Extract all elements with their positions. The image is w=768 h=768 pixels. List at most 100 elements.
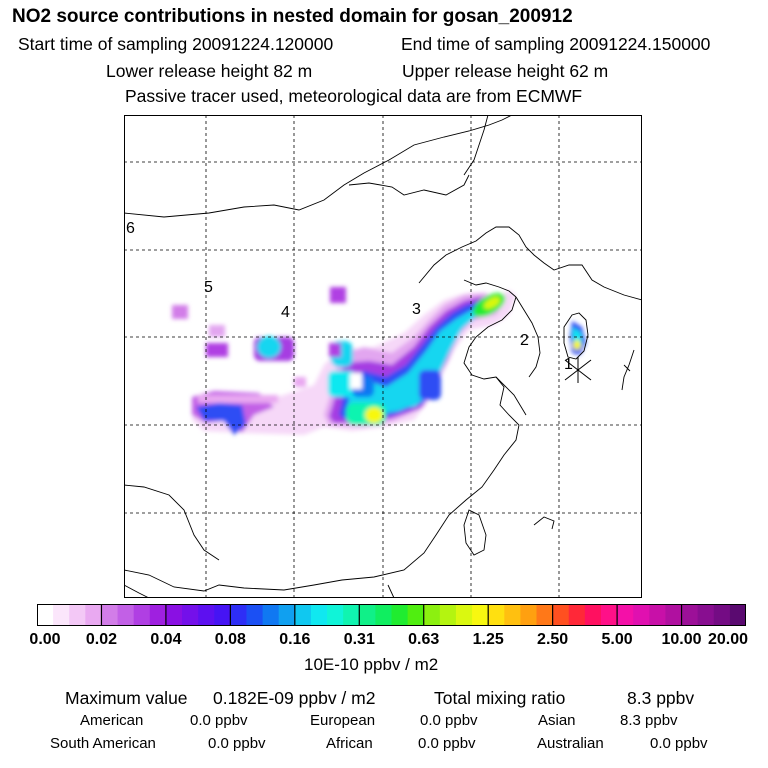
source-name: Australian xyxy=(537,735,604,752)
region-labels: 1 2 3 4 5 6 xyxy=(126,220,573,373)
color-scale-cell xyxy=(85,604,102,626)
color-scale-tick-label: 0.02 xyxy=(85,631,118,648)
total-mixing-value: 8.3 ppbv xyxy=(627,688,695,708)
color-scale-cell xyxy=(327,604,344,626)
color-scale-tick-label: 0.04 xyxy=(150,631,182,648)
source-name: African xyxy=(326,735,373,752)
region-label-3: 3 xyxy=(412,301,421,318)
source-value: 0.0 ppbv xyxy=(420,712,478,729)
color-scale-cell xyxy=(697,604,715,626)
source-value: 0.0 ppbv xyxy=(650,735,708,752)
color-scale-cell xyxy=(69,604,86,626)
color-scale-cell xyxy=(617,604,634,626)
color-scale-cell xyxy=(729,604,746,626)
region-label-6: 6 xyxy=(126,220,135,237)
source-value: 0.0 ppbv xyxy=(418,735,476,752)
color-scale-cell xyxy=(649,604,666,626)
color-scale-cell xyxy=(53,604,70,626)
color-scale-cell xyxy=(278,604,296,626)
color-scale-tick-label: 0.31 xyxy=(343,631,375,648)
color-scale-cell xyxy=(407,604,425,626)
patch-2 xyxy=(209,325,225,337)
source-name: Asian xyxy=(538,712,576,729)
max-label: Maximum value xyxy=(65,688,188,708)
plume-southwest-band xyxy=(198,395,278,403)
color-scale-cell xyxy=(600,604,618,626)
color-scale-cell xyxy=(165,604,183,626)
color-scale-cell xyxy=(665,604,683,626)
concentration-plumes xyxy=(172,287,586,435)
start-time-label: Start time of sampling 20091224.120000 xyxy=(18,34,334,54)
color-scale-cell xyxy=(423,604,441,626)
source-name: European xyxy=(310,712,376,729)
color-scale-cell xyxy=(246,604,264,626)
color-scale-cell xyxy=(568,604,586,626)
plume-cyan xyxy=(346,309,480,415)
blob-e xyxy=(389,387,419,407)
color-scale-bar xyxy=(37,604,746,626)
color-scale-cell xyxy=(713,604,731,626)
region-label-1: 1 xyxy=(564,356,573,373)
max-value: 0.182E-09 ppbv / m2 xyxy=(213,688,376,708)
patch-4 xyxy=(330,287,346,303)
color-scale-cell xyxy=(472,604,489,626)
color-scale-cell xyxy=(37,604,54,626)
lat-lon-grid xyxy=(124,115,642,598)
receptor-star-icon xyxy=(564,357,592,383)
source-value: 0.0 ppbv xyxy=(208,735,266,752)
plume-korea-core xyxy=(573,340,581,350)
color-scale-cell xyxy=(294,604,312,626)
blob-f xyxy=(419,370,441,400)
patch-3 xyxy=(172,305,188,319)
patch-6 xyxy=(294,377,306,387)
color-scale-cell xyxy=(536,604,554,626)
lower-release-label: Lower release height 82 m xyxy=(106,61,313,81)
color-scale-tick-label: 10.00 xyxy=(661,631,702,648)
color-scale-cell xyxy=(455,604,473,626)
color-scale-cell xyxy=(520,604,538,626)
color-scale-cell xyxy=(198,604,215,626)
color-scale-cell xyxy=(633,604,650,626)
color-scale-cell xyxy=(584,604,602,626)
color-scale-cell xyxy=(230,604,247,626)
blob-west-cyan xyxy=(257,336,281,358)
source-name: American xyxy=(80,712,144,729)
color-scale-frame xyxy=(37,604,746,626)
color-scale-tick-label: 5.00 xyxy=(601,631,633,648)
color-scale-tick-label: 2.50 xyxy=(537,631,569,648)
color-scale-cell xyxy=(391,604,409,626)
region-label-5: 5 xyxy=(204,279,213,296)
color-scale-cell xyxy=(359,604,376,626)
hotspot-bohai-core xyxy=(483,297,501,309)
color-scale-cell xyxy=(149,604,167,626)
color-scale-cell xyxy=(681,604,699,626)
total-mixing-label: Total mixing ratio xyxy=(434,688,566,708)
tracer-note: Passive tracer used, meteorological data… xyxy=(125,86,583,106)
color-scale-tick-label: 0.63 xyxy=(408,631,440,648)
region-label-2: 2 xyxy=(520,332,529,349)
patch-1 xyxy=(206,343,228,357)
hotspot-central-core xyxy=(365,407,383,423)
color-scale-cell xyxy=(310,604,328,626)
color-scale-cell xyxy=(488,604,505,626)
color-scale-cell xyxy=(117,604,135,626)
color-scale-cell xyxy=(133,604,151,626)
color-scale-cell xyxy=(504,604,521,626)
color-scale-cell xyxy=(214,604,231,626)
patch-5 xyxy=(329,343,341,357)
end-time-label: End time of sampling 20091224.150000 xyxy=(401,34,711,54)
color-scale-cell xyxy=(552,604,570,626)
region-label-4: 4 xyxy=(281,304,290,321)
plume-southwest-blue xyxy=(196,403,246,435)
color-scale-cell xyxy=(101,604,119,626)
source-value: 0.0 ppbv xyxy=(190,712,248,729)
source-contribution-map: 1 2 3 4 5 6 xyxy=(124,115,642,598)
color-scale-cell xyxy=(375,604,392,626)
color-scale-cell xyxy=(439,604,457,626)
color-scale-cell xyxy=(262,604,280,626)
source-value: 8.3 ppbv xyxy=(620,712,678,729)
plot-title: NO2 source contributions in nested domai… xyxy=(12,6,573,27)
upper-release-label: Upper release height 62 m xyxy=(402,61,609,81)
color-scale-tick-label: 0.16 xyxy=(279,631,311,648)
blob-d xyxy=(350,373,362,389)
